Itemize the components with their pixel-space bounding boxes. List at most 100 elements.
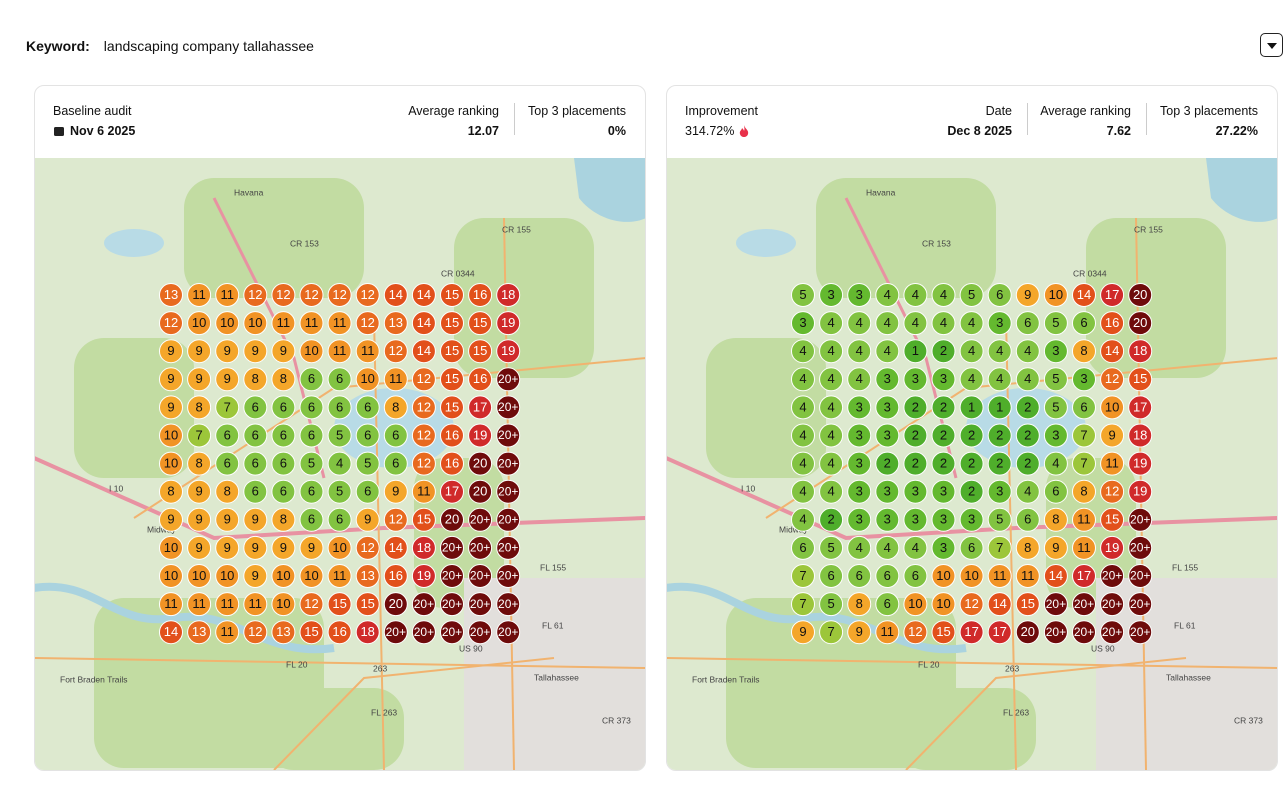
rank-label: 20+ — [1130, 569, 1150, 583]
rank-marker — [903, 311, 928, 336]
rank-label: 2 — [884, 456, 891, 471]
rank-label: 4 — [827, 399, 834, 414]
rank-label: 3 — [940, 484, 947, 499]
rank-label: 6 — [1024, 315, 1031, 330]
rank-label: 8 — [195, 456, 202, 471]
stat-value: 27.22% — [1215, 124, 1258, 138]
rank-marker — [1072, 535, 1096, 560]
rank-marker — [187, 535, 212, 560]
rank-label: 8 — [1052, 512, 1059, 527]
keyword-row: Keyword: landscaping company tallahassee — [26, 38, 314, 54]
rank-label: 6 — [252, 456, 259, 471]
rank-marker — [819, 395, 844, 420]
rank-label: 8 — [1080, 484, 1087, 499]
rank-marker — [243, 564, 268, 588]
rank-marker — [355, 339, 380, 364]
rank-label: 17 — [1133, 399, 1147, 414]
rank-label: 3 — [856, 399, 863, 414]
rank-marker — [468, 395, 493, 420]
map-label: Havana — [866, 187, 896, 197]
stat-value: Dec 8 2025 — [947, 124, 1012, 138]
rank-label: 3 — [884, 427, 891, 442]
rank-marker — [215, 479, 240, 504]
rank-marker — [159, 620, 183, 645]
rank-label: 4 — [856, 371, 863, 386]
rank-marker — [931, 395, 956, 420]
map-label: CR 0344 — [441, 268, 475, 278]
rank-label: 15 — [445, 371, 459, 386]
rank-label: 4 — [968, 315, 975, 330]
rank-marker — [791, 479, 815, 504]
rank-label: 10 — [1105, 399, 1119, 414]
rank-label: 10 — [164, 456, 178, 471]
rank-marker — [271, 339, 296, 364]
rank-marker — [931, 479, 956, 504]
rank-label: 6 — [364, 399, 371, 414]
rank-label: 1 — [996, 399, 1003, 414]
rank-label: 4 — [940, 287, 947, 302]
rank-label: 11 — [417, 484, 431, 499]
rank-label: 14 — [417, 315, 431, 330]
rank-label: 8 — [224, 484, 231, 499]
rank-marker — [271, 283, 296, 307]
rank-label: 18 — [501, 287, 515, 302]
rank-label: 11 — [277, 315, 291, 330]
rank-label: 6 — [336, 399, 343, 414]
rank-marker — [383, 423, 408, 448]
rank-label: 4 — [799, 371, 806, 386]
rank-marker — [299, 592, 324, 617]
rank-marker — [791, 564, 815, 588]
rank-marker — [959, 479, 984, 504]
rank-marker — [1128, 283, 1153, 307]
rank-marker — [159, 367, 183, 392]
rank-marker — [327, 311, 352, 336]
rank-label: 2 — [1024, 399, 1031, 414]
rank-marker — [987, 535, 1012, 560]
rank-label: 15 — [1105, 512, 1119, 527]
map-label: FL 155 — [1172, 562, 1198, 572]
rank-label: 20+ — [1074, 625, 1094, 639]
rank-label: 20 — [1133, 287, 1147, 302]
rank-marker — [159, 507, 183, 532]
rank-marker — [215, 311, 240, 336]
map: Havana CR 153 CR 155 CR 0344 I 10 Midway FL 15… — [35, 158, 645, 770]
rank-label: 2 — [912, 399, 919, 414]
rank-marker — [1100, 507, 1125, 532]
rank-label: 3 — [884, 371, 891, 386]
rank-label: 6 — [252, 427, 259, 442]
rank-marker — [847, 592, 872, 617]
rank-label: 3 — [912, 484, 919, 499]
rank-label: 19 — [1133, 484, 1147, 499]
rank-marker — [931, 507, 956, 532]
rank-label: 20 — [1021, 624, 1035, 639]
rank-marker — [383, 395, 408, 420]
rank-marker — [271, 507, 296, 532]
rank-marker — [187, 592, 212, 617]
rank-label: 7 — [799, 568, 806, 583]
rank-marker — [496, 339, 521, 364]
rank-marker — [299, 367, 324, 392]
rank-marker — [468, 423, 493, 448]
rank-marker — [987, 423, 1012, 448]
rank-label: 12 — [908, 624, 922, 639]
rank-label: 11 — [249, 596, 262, 611]
forest — [454, 218, 594, 378]
rank-marker — [903, 367, 928, 392]
lake — [574, 158, 645, 222]
rank-marker — [299, 479, 324, 504]
stat: Average ranking 7.62 — [1040, 104, 1131, 138]
rank-marker — [468, 451, 493, 476]
rank-label: 16 — [473, 287, 487, 302]
rank-marker — [819, 423, 844, 448]
rank-label: 7 — [1080, 427, 1087, 442]
rank-label: 4 — [799, 399, 806, 414]
rank-marker — [959, 507, 984, 532]
rank-label: 11 — [1077, 512, 1091, 527]
rank-marker — [355, 535, 380, 560]
rank-marker — [187, 339, 212, 364]
rank-label: 20+ — [470, 541, 490, 555]
rank-label: 20 — [389, 596, 403, 611]
rank-marker — [1043, 395, 1068, 420]
dropdown-button[interactable] — [1260, 33, 1283, 57]
